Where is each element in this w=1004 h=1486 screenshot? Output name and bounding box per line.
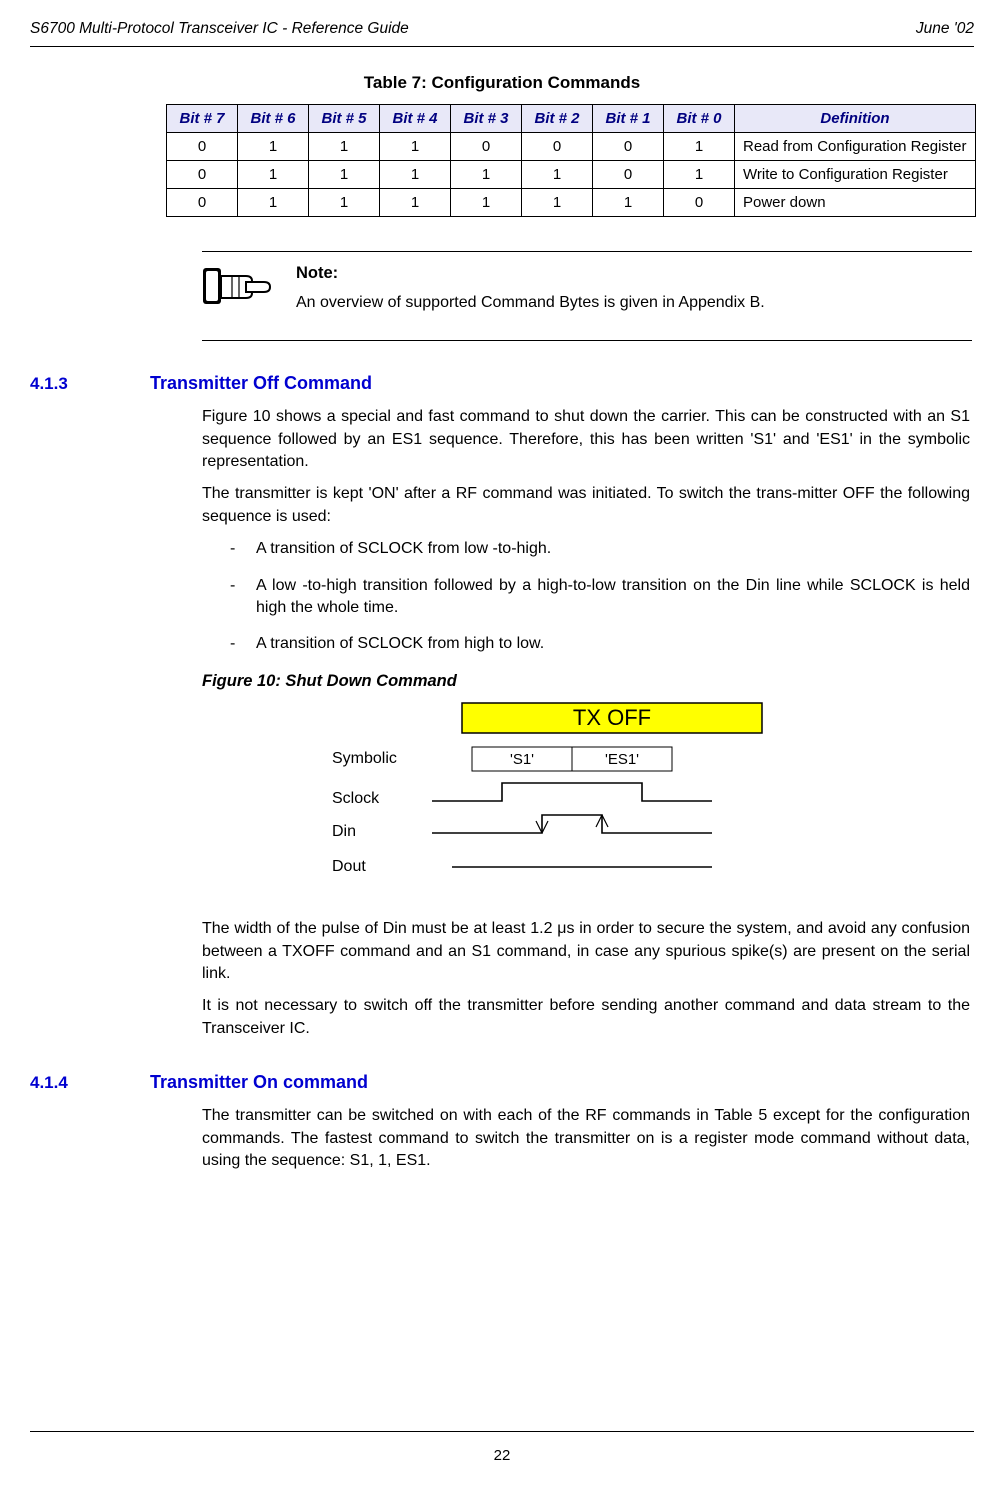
list-item: A transition of SCLOCK from high to low.: [230, 633, 970, 655]
footer-rule: [30, 1431, 974, 1432]
section-title-414: Transmitter On command: [150, 1070, 368, 1095]
cell: 1: [451, 161, 522, 189]
cell: 0: [167, 161, 238, 189]
header-rule: [30, 46, 974, 47]
cell: 0: [593, 161, 664, 189]
cell: 1: [309, 189, 380, 217]
cell: 1: [309, 161, 380, 189]
col-bit7: Bit # 7: [167, 105, 238, 133]
table-caption: Table 7: Configuration Commands: [30, 71, 974, 95]
cell: 1: [664, 161, 735, 189]
fig-label-dout: Dout: [332, 858, 366, 875]
col-bit3: Bit # 3: [451, 105, 522, 133]
table-row: 0 1 1 1 1 1 0 1 Write to Configuration R…: [167, 161, 976, 189]
table-row: 0 1 1 1 0 0 0 1 Read from Configuration …: [167, 133, 976, 161]
fig-banner-label: TX OFF: [573, 705, 651, 730]
cell: 1: [522, 161, 593, 189]
config-commands-table: Bit # 7 Bit # 6 Bit # 5 Bit # 4 Bit # 3 …: [166, 104, 976, 217]
col-bit5: Bit # 5: [309, 105, 380, 133]
col-bit0: Bit # 0: [664, 105, 735, 133]
figure-caption: Figure 10: Shut Down Command: [202, 670, 974, 693]
figure-10: TX OFF Symbolic Sclock Din Dout 'S1' 'ES…: [202, 701, 974, 908]
steps-list: A transition of SCLOCK from low -to-high…: [230, 538, 970, 656]
col-bit1: Bit # 1: [593, 105, 664, 133]
fig-symbolic-s1: 'S1': [510, 751, 534, 768]
page-number: 22: [0, 1445, 1004, 1466]
cell: 1: [593, 189, 664, 217]
cell: 0: [167, 189, 238, 217]
cell: 1: [238, 161, 309, 189]
p-413-1: Figure 10 shows a special and fast comma…: [202, 406, 970, 473]
cell: 0: [593, 133, 664, 161]
list-item: A low -to-high transition followed by a …: [230, 575, 970, 620]
header-right: June '02: [916, 18, 974, 40]
note-body: An overview of supported Command Bytes i…: [296, 292, 972, 314]
note-title: Note:: [296, 262, 972, 285]
cell: 0: [664, 189, 735, 217]
cell: 1: [380, 161, 451, 189]
col-bit2: Bit # 2: [522, 105, 593, 133]
cell: 1: [522, 189, 593, 217]
table-row: 0 1 1 1 1 1 1 0 Power down: [167, 189, 976, 217]
section-number-414: 4.1.4: [30, 1071, 110, 1095]
fig-label-din: Din: [332, 823, 356, 840]
fig-symbolic-es1: 'ES1': [605, 751, 639, 768]
p-413-2: The transmitter is kept 'ON' after a RF …: [202, 483, 970, 528]
col-definition: Definition: [735, 105, 976, 133]
pointing-hand-icon: [202, 262, 272, 310]
cell: 1: [238, 133, 309, 161]
cell-def: Write to Configuration Register: [735, 161, 976, 189]
cell-def: Power down: [735, 189, 976, 217]
cell-def: Read from Configuration Register: [735, 133, 976, 161]
fig-label-sclock: Sclock: [332, 790, 380, 807]
cell: 0: [167, 133, 238, 161]
cell: 1: [309, 133, 380, 161]
table-header-row: Bit # 7 Bit # 6 Bit # 5 Bit # 4 Bit # 3 …: [167, 105, 976, 133]
cell: 1: [664, 133, 735, 161]
section-number-413: 4.1.3: [30, 372, 110, 396]
cell: 1: [451, 189, 522, 217]
cell: 0: [451, 133, 522, 161]
header-left: S6700 Multi-Protocol Transceiver IC - Re…: [30, 18, 409, 40]
section-title-413: Transmitter Off Command: [150, 371, 372, 396]
note-top-rule: [202, 251, 972, 252]
p-413-3: The width of the pulse of Din must be at…: [202, 918, 970, 985]
p-413-4: It is not necessary to switch off the tr…: [202, 995, 970, 1040]
fig-label-symbolic: Symbolic: [332, 750, 397, 767]
col-bit6: Bit # 6: [238, 105, 309, 133]
cell: 0: [522, 133, 593, 161]
cell: 1: [238, 189, 309, 217]
note-block: Note: An overview of supported Command B…: [202, 251, 972, 340]
col-bit4: Bit # 4: [380, 105, 451, 133]
cell: 1: [380, 133, 451, 161]
note-bottom-rule: [202, 340, 972, 341]
list-item: A transition of SCLOCK from low -to-high…: [230, 538, 970, 560]
cell: 1: [380, 189, 451, 217]
p-414-1: The transmitter can be switched on with …: [202, 1105, 970, 1172]
